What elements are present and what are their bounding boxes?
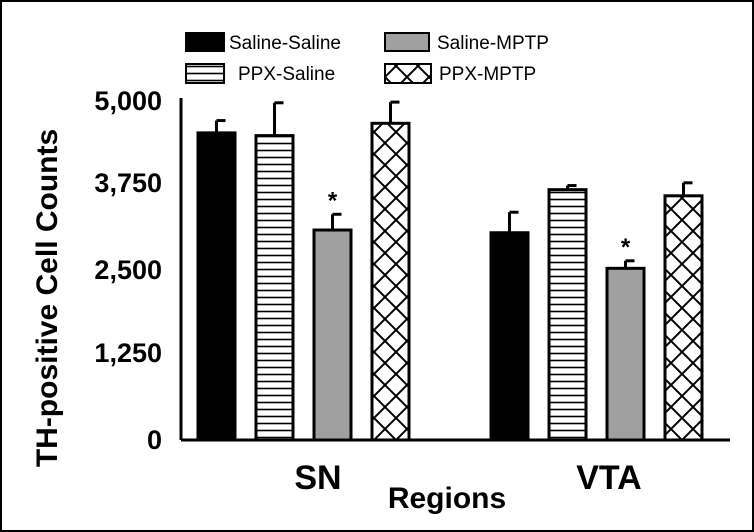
bar-saline-saline-vta <box>489 231 530 442</box>
legend-swatch-ppx-mptp <box>384 63 432 84</box>
y-tick-label: 5,000 <box>94 86 162 116</box>
legend-swatch-saline-saline <box>185 32 225 52</box>
legend-swatch-saline-mptp <box>384 32 430 52</box>
bar-saline-mptp-vta <box>605 266 646 442</box>
legend: Saline-Saline Saline-MPTP PPX-Saline PPX… <box>185 32 549 85</box>
bar-saline-mptp-sn <box>312 228 353 442</box>
y-tick-label: 2,500 <box>94 255 162 285</box>
category-label-sn: SN <box>294 459 341 497</box>
legend-label-ppx-saline: PPX-Saline <box>238 64 335 85</box>
legend-label-saline-saline: Saline-Saline <box>229 33 341 54</box>
category-label-vta: VTA <box>576 459 641 497</box>
legend-swatch-ppx-saline <box>185 63 225 84</box>
bar-ppx-mptp-sn <box>370 121 411 442</box>
y-axis-label: TH-positive Cell Counts <box>31 129 64 467</box>
bar-ppx-saline-vta <box>547 188 588 442</box>
bars-group: ** <box>196 100 704 442</box>
bar-saline-saline-sn <box>196 131 237 442</box>
legend-label-saline-mptp: Saline-MPTP <box>437 33 549 54</box>
x-axis-label: Regions <box>388 482 506 515</box>
y-tick-label: 0 <box>147 425 162 455</box>
bar-ppx-saline-sn <box>254 134 295 442</box>
bar-ppx-mptp-vta <box>663 194 704 442</box>
legend-label-ppx-mptp: PPX-MPTP <box>439 64 536 85</box>
significance-marker: * <box>621 234 631 261</box>
significance-marker: * <box>328 187 338 214</box>
y-tick-label: 1,250 <box>94 338 162 368</box>
y-tick-label: 3,750 <box>94 168 162 198</box>
